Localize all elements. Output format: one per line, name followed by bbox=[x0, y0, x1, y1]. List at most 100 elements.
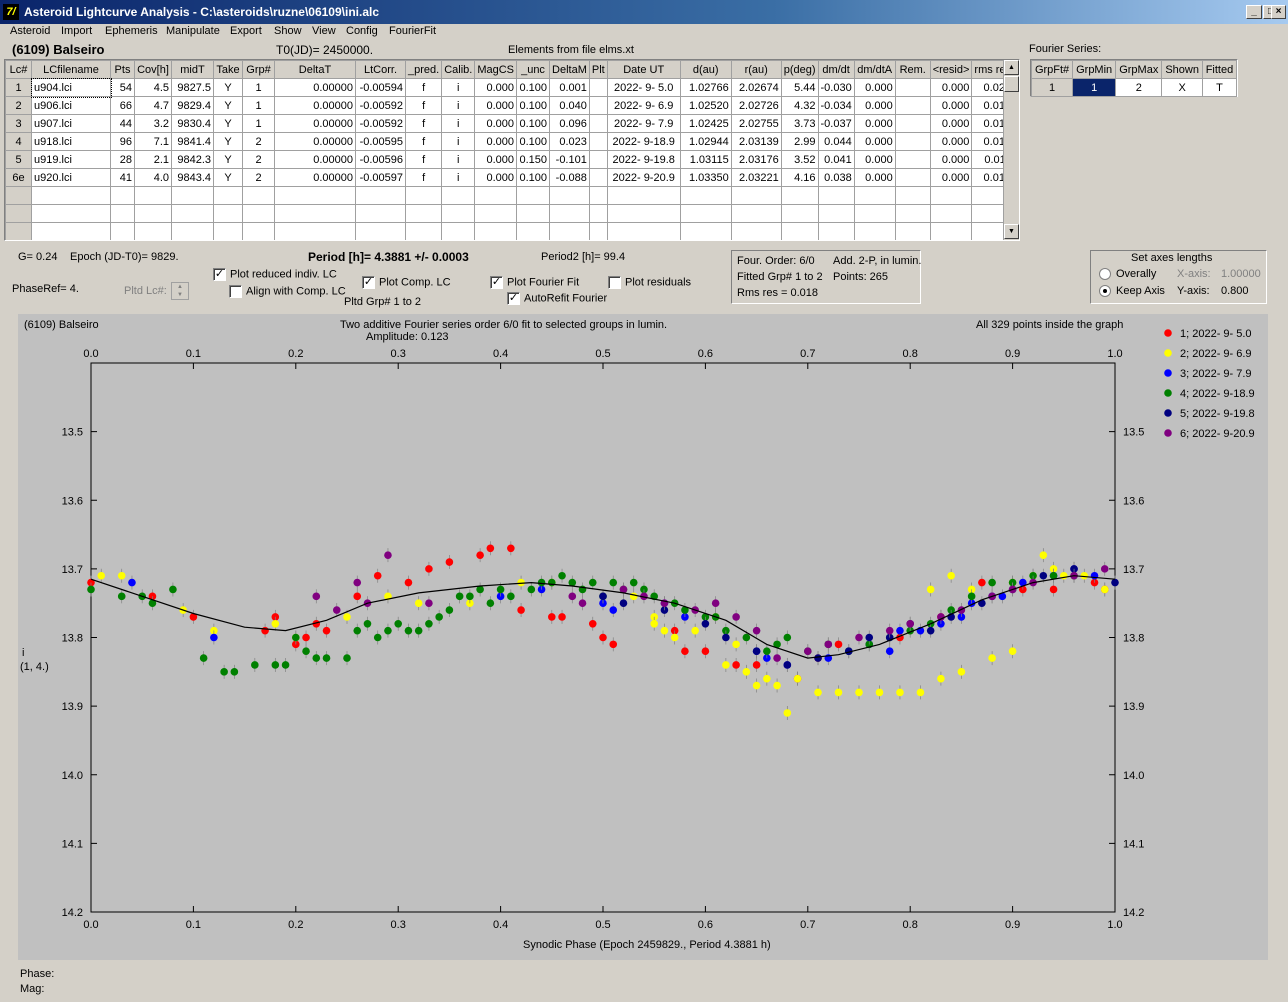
lc-cell[interactable] bbox=[274, 204, 356, 223]
lc-cell[interactable]: f bbox=[404, 150, 443, 169]
lc-cell[interactable]: -0.00596 bbox=[355, 150, 406, 169]
lc-cell[interactable]: u907.lci bbox=[31, 114, 111, 133]
lc-cell[interactable]: 9829.4 bbox=[171, 96, 214, 115]
lc-cell[interactable] bbox=[588, 150, 608, 169]
lc-cell[interactable] bbox=[780, 186, 819, 205]
menu-export[interactable]: Export bbox=[230, 25, 262, 37]
lc-cell[interactable]: 66 bbox=[110, 96, 135, 115]
lc-cell[interactable]: 5.44 bbox=[780, 78, 819, 97]
lc-cell[interactable]: 1.02766 bbox=[679, 78, 732, 97]
lc-row-header[interactable]: 4 bbox=[5, 132, 32, 151]
lc-col-header[interactable]: Calib. bbox=[441, 60, 476, 79]
lc-cell[interactable]: 0.000 bbox=[929, 114, 973, 133]
lc-cell[interactable] bbox=[171, 204, 214, 223]
lc-cell[interactable]: 0.000 bbox=[929, 78, 973, 97]
lc-cell[interactable]: Y bbox=[213, 132, 243, 151]
menu-manipulate[interactable]: Manipulate bbox=[166, 25, 220, 37]
lc-cell[interactable]: 2.99 bbox=[780, 132, 819, 151]
lc-cell[interactable]: 0.00000 bbox=[274, 150, 356, 169]
lc-col-header[interactable]: Take bbox=[213, 60, 243, 79]
lc-col-header[interactable]: LtCorr. bbox=[355, 60, 406, 79]
lc-cell[interactable]: 4.16 bbox=[780, 168, 819, 187]
plot-fourier-checkbox[interactable]: ✓ Plot Fourier Fit bbox=[490, 276, 579, 289]
lc-cell[interactable] bbox=[404, 222, 443, 240]
lc-cell[interactable] bbox=[929, 186, 973, 205]
lc-cell[interactable]: 0.000 bbox=[929, 132, 973, 151]
lc-cell[interactable] bbox=[441, 204, 476, 223]
lc-cell[interactable] bbox=[242, 222, 275, 240]
lc-cell[interactable] bbox=[274, 186, 356, 205]
lc-cell[interactable] bbox=[404, 186, 443, 205]
lc-cell[interactable] bbox=[730, 204, 782, 223]
lc-cell[interactable] bbox=[549, 204, 590, 223]
lc-cell[interactable]: 2.02674 bbox=[730, 78, 782, 97]
lc-cell[interactable]: 1.03115 bbox=[679, 150, 732, 169]
lc-col-header[interactable]: _pred. bbox=[404, 60, 443, 79]
lc-row-header[interactable]: 1 bbox=[5, 78, 32, 97]
lc-cell[interactable] bbox=[894, 78, 931, 97]
lc-cell[interactable]: 0.00000 bbox=[274, 78, 356, 97]
lc-cell[interactable] bbox=[817, 222, 855, 240]
lc-cell[interactable]: 0.000 bbox=[474, 168, 518, 187]
lc-cell[interactable]: 2 bbox=[242, 132, 275, 151]
lc-col-header[interactable]: Rem. bbox=[894, 60, 931, 79]
lc-cell[interactable]: 0.00000 bbox=[274, 168, 356, 187]
lc-cell[interactable] bbox=[853, 222, 896, 240]
lc-cell[interactable] bbox=[516, 186, 551, 205]
lc-cell[interactable]: 0.100 bbox=[516, 114, 551, 133]
x-axis-value[interactable]: 1.00000 bbox=[1221, 268, 1261, 280]
lc-cell[interactable]: f bbox=[404, 96, 443, 115]
overally-radio[interactable]: Overally bbox=[1099, 268, 1156, 281]
lc-cell[interactable]: 2022- 9-18.9 bbox=[606, 132, 681, 151]
lc-cell[interactable]: 0.100 bbox=[516, 168, 551, 187]
lc-cell[interactable] bbox=[110, 186, 135, 205]
lc-cell[interactable]: 0.023 bbox=[549, 132, 590, 151]
lc-cell[interactable]: u918.lci bbox=[31, 132, 111, 151]
plot-comp-checkbox[interactable]: ✓ Plot Comp. LC bbox=[362, 276, 451, 289]
lc-cell[interactable]: 0.000 bbox=[474, 114, 518, 133]
lc-cell[interactable]: 2022- 9- 7.9 bbox=[606, 114, 681, 133]
lc-cell[interactable]: 0.00000 bbox=[274, 114, 356, 133]
fourier-cell-grpmin[interactable]: 1 bbox=[1072, 78, 1117, 97]
lc-col-header[interactable]: Pts bbox=[110, 60, 135, 79]
lc-cell[interactable] bbox=[516, 204, 551, 223]
lc-cell[interactable]: Y bbox=[213, 96, 243, 115]
lc-col-header[interactable]: p(deg) bbox=[780, 60, 819, 79]
lc-cell[interactable] bbox=[441, 186, 476, 205]
lc-cell[interactable] bbox=[474, 204, 518, 223]
lc-cell[interactable]: 2 bbox=[242, 168, 275, 187]
lc-cell[interactable]: 0.000 bbox=[853, 96, 896, 115]
lc-cell[interactable]: 3.52 bbox=[780, 150, 819, 169]
lc-cell[interactable]: 0.000 bbox=[474, 78, 518, 97]
lc-cell[interactable] bbox=[588, 204, 608, 223]
lc-table-scrollbar[interactable]: ▲ ▼ bbox=[1003, 60, 1019, 240]
minimize-button[interactable]: _ bbox=[1246, 5, 1262, 19]
lc-cell[interactable] bbox=[929, 204, 973, 223]
lc-col-header[interactable]: r(au) bbox=[730, 60, 782, 79]
lc-cell[interactable] bbox=[894, 222, 931, 240]
lc-cell[interactable]: -0.00594 bbox=[355, 78, 406, 97]
lc-col-header[interactable]: MagCS bbox=[474, 60, 518, 79]
lc-cell[interactable]: i bbox=[441, 114, 476, 133]
lc-cell[interactable]: 0.100 bbox=[516, 96, 551, 115]
lc-cell[interactable]: 2.03221 bbox=[730, 168, 782, 187]
lc-cell[interactable] bbox=[404, 204, 443, 223]
lightcurve-graph[interactable]: (6109) Balseiro Two additive Fourier ser… bbox=[18, 314, 1268, 960]
lc-cell[interactable] bbox=[894, 168, 931, 187]
lc-cell[interactable] bbox=[588, 132, 608, 151]
lc-cell[interactable] bbox=[110, 204, 135, 223]
lc-col-header[interactable]: Lc# bbox=[5, 60, 32, 79]
lc-cell[interactable]: 41 bbox=[110, 168, 135, 187]
lc-cell[interactable] bbox=[474, 186, 518, 205]
lc-cell[interactable]: 2022- 9-19.8 bbox=[606, 150, 681, 169]
lc-cell[interactable]: 0.100 bbox=[516, 78, 551, 97]
plot-residuals-checkbox[interactable]: Plot residuals bbox=[608, 276, 691, 289]
lc-cell[interactable]: 1 bbox=[242, 96, 275, 115]
scroll-thumb[interactable] bbox=[1004, 76, 1019, 92]
lc-cell[interactable]: 1.02425 bbox=[679, 114, 732, 133]
lc-cell[interactable]: 0.000 bbox=[853, 114, 896, 133]
lc-cell[interactable]: 0.000 bbox=[853, 150, 896, 169]
lc-cell[interactable]: 0.041 bbox=[817, 150, 855, 169]
lc-cell[interactable]: 2022- 9- 6.9 bbox=[606, 96, 681, 115]
lc-cell[interactable]: 4.5 bbox=[134, 78, 172, 97]
